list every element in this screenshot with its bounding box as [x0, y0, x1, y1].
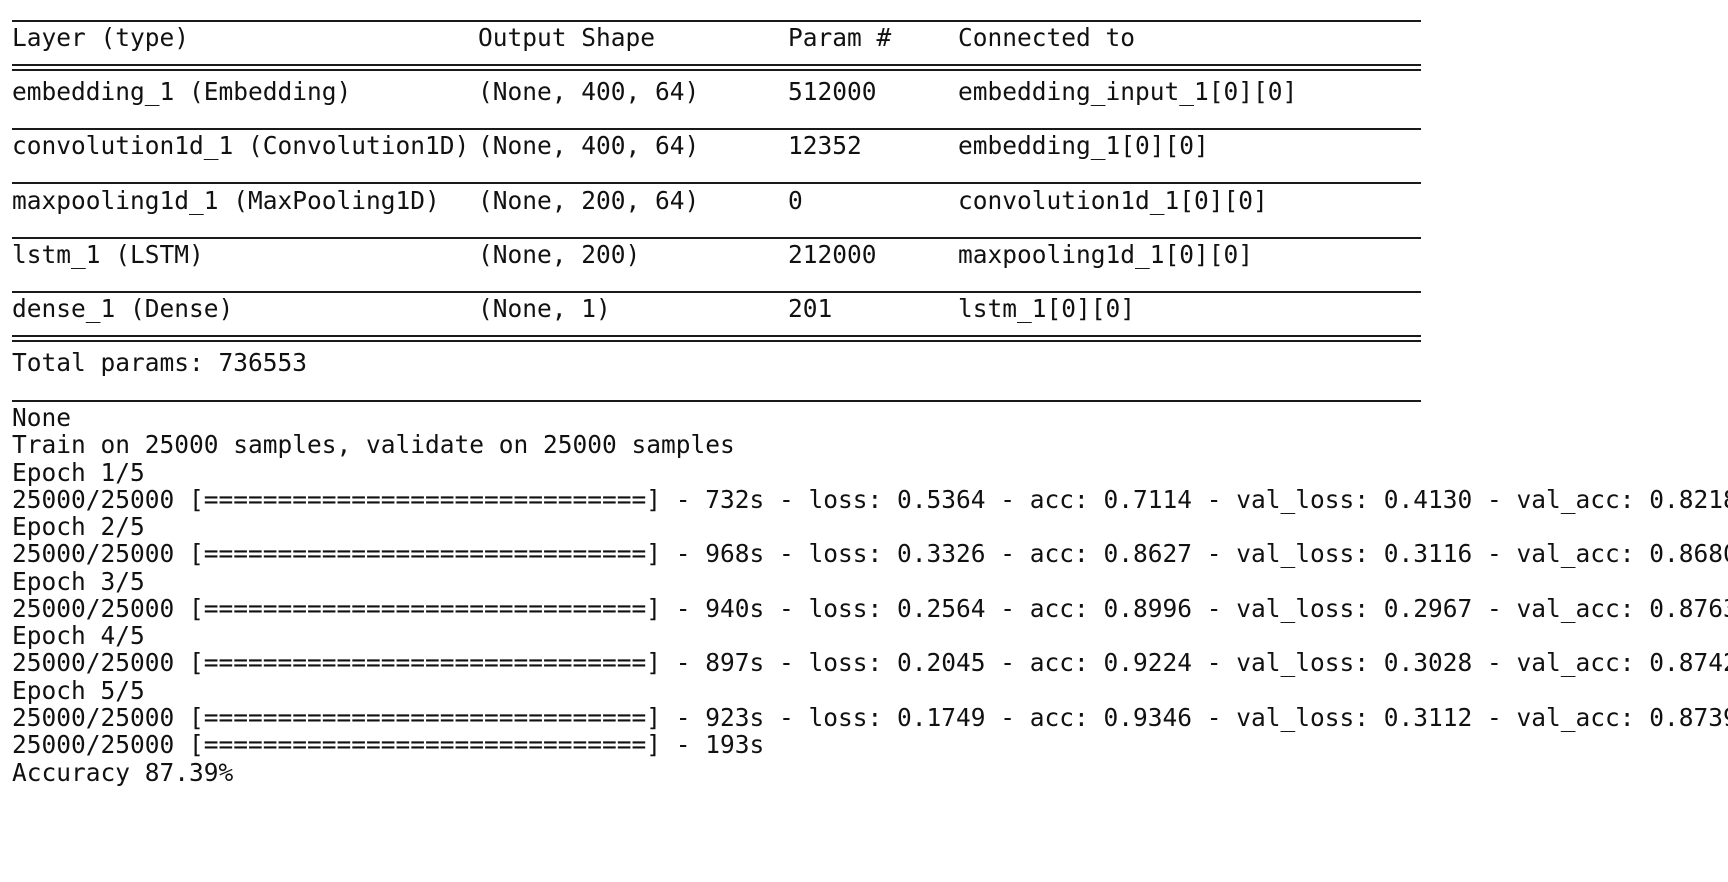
epoch-header: Epoch 3/5: [12, 567, 145, 596]
row-divider: [12, 237, 1421, 239]
row-divider: [12, 291, 1421, 293]
summary-return-value: None: [12, 403, 72, 432]
param-count: 512000: [788, 77, 877, 106]
train-info: Train on 25000 samples, validate on 2500…: [12, 430, 735, 459]
row-divider: [12, 182, 1421, 184]
epoch-progress: 25000/25000 [===========================…: [12, 703, 1728, 732]
epoch-header: Epoch 2/5: [12, 512, 145, 541]
connected-to: convolution1d_1[0][0]: [958, 186, 1268, 215]
connected-to: embedding_input_1[0][0]: [958, 77, 1298, 106]
epoch-header: Epoch 4/5: [12, 621, 145, 650]
header-layer: Layer (type): [12, 23, 190, 52]
table-row: convolution1d_1 (Convolution1D) (None, 4…: [0, 131, 1728, 161]
epoch-progress: 25000/25000 [===========================…: [12, 539, 1728, 568]
epoch-progress: 25000/25000 [===========================…: [12, 485, 1728, 514]
epoch-progress: 25000/25000 [===========================…: [12, 594, 1728, 623]
layer-name: embedding_1 (Embedding): [12, 77, 352, 106]
table-top-rule: [12, 20, 1421, 22]
table-row: embedding_1 (Embedding) (None, 400, 64) …: [0, 77, 1728, 107]
layer-name: dense_1 (Dense): [12, 294, 234, 323]
param-count: 12352: [788, 131, 862, 160]
accuracy-result: Accuracy 87.39%: [12, 758, 234, 787]
table-row: lstm_1 (LSTM) (None, 200) 212000 maxpool…: [0, 240, 1728, 270]
output-shape: (None, 200, 64): [478, 186, 700, 215]
param-count: 212000: [788, 240, 877, 269]
epoch-header: Epoch 5/5: [12, 676, 145, 705]
connected-to: lstm_1[0][0]: [958, 294, 1136, 323]
table-row: maxpooling1d_1 (MaxPooling1D) (None, 200…: [0, 186, 1728, 216]
eval-progress: 25000/25000 [===========================…: [12, 730, 765, 759]
connected-to: maxpooling1d_1[0][0]: [958, 240, 1254, 269]
param-count: 201: [788, 294, 833, 323]
table-row: dense_1 (Dense) (None, 1) 201 lstm_1[0][…: [0, 294, 1728, 324]
output-shape: (None, 400, 64): [478, 131, 700, 160]
output-shape: (None, 400, 64): [478, 77, 700, 106]
layer-name: lstm_1 (LSTM): [12, 240, 204, 269]
layer-name: convolution1d_1 (Convolution1D): [12, 131, 470, 160]
total-params: Total params: 736553: [12, 348, 308, 377]
row-divider: [12, 128, 1421, 130]
output-shape: (None, 1): [478, 294, 611, 323]
header-output-shape: Output Shape: [478, 23, 656, 52]
layer-name: maxpooling1d_1 (MaxPooling1D): [12, 186, 440, 215]
epoch-progress: 25000/25000 [===========================…: [12, 648, 1728, 677]
epoch-header: Epoch 1/5: [12, 458, 145, 487]
connected-to: embedding_1[0][0]: [958, 131, 1209, 160]
header-params: Param #: [788, 23, 892, 52]
header-double-rule: [12, 64, 1421, 71]
table-header-row: Layer (type) Output Shape Param # Connec…: [0, 23, 1728, 53]
param-count: 0: [788, 186, 803, 215]
header-connected: Connected to: [958, 23, 1136, 52]
footer-double-rule: [12, 335, 1421, 342]
output-shape: (None, 200): [478, 240, 641, 269]
table-bottom-rule: [12, 400, 1421, 402]
